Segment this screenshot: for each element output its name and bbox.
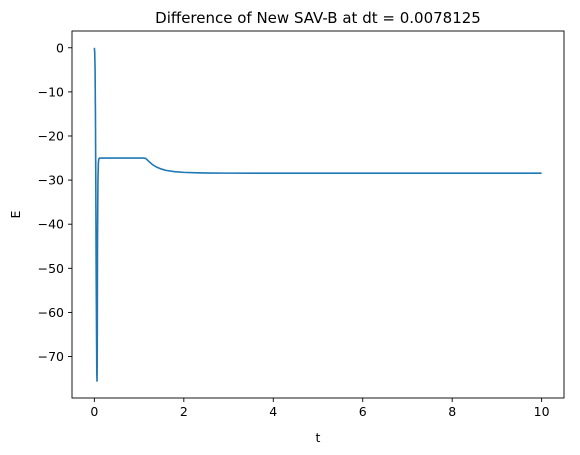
chart-title: Difference of New SAV-B at dt = 0.007812… <box>155 9 481 27</box>
x-ticks: 0 2 4 6 8 10 <box>90 398 550 419</box>
y-tick-label: −10 <box>38 84 64 99</box>
plot-area <box>93 47 542 382</box>
y-axis-label: E <box>8 210 23 218</box>
y-tick-label: −70 <box>38 349 64 364</box>
axes-frame <box>71 30 565 399</box>
y-tick-label: −40 <box>38 217 64 232</box>
x-tick-label: 2 <box>180 404 188 419</box>
y-tick-label: −30 <box>38 173 64 188</box>
y-tick-label: 0 <box>56 40 64 55</box>
y-tick-label: −20 <box>38 128 64 143</box>
x-axis-label: t <box>316 430 321 445</box>
y-tick-label: −60 <box>38 305 64 320</box>
x-tick-label: 10 <box>534 404 550 419</box>
x-tick-label: 4 <box>269 404 277 419</box>
x-tick-label: 8 <box>448 404 456 419</box>
x-tick-label: 6 <box>359 404 367 419</box>
y-ticks: 0 −10 −20 −30 −40 −50 −60 −70 <box>38 40 72 364</box>
y-tick-label: −50 <box>38 261 64 276</box>
x-tick-label: 0 <box>90 404 98 419</box>
series-line <box>93 47 542 382</box>
